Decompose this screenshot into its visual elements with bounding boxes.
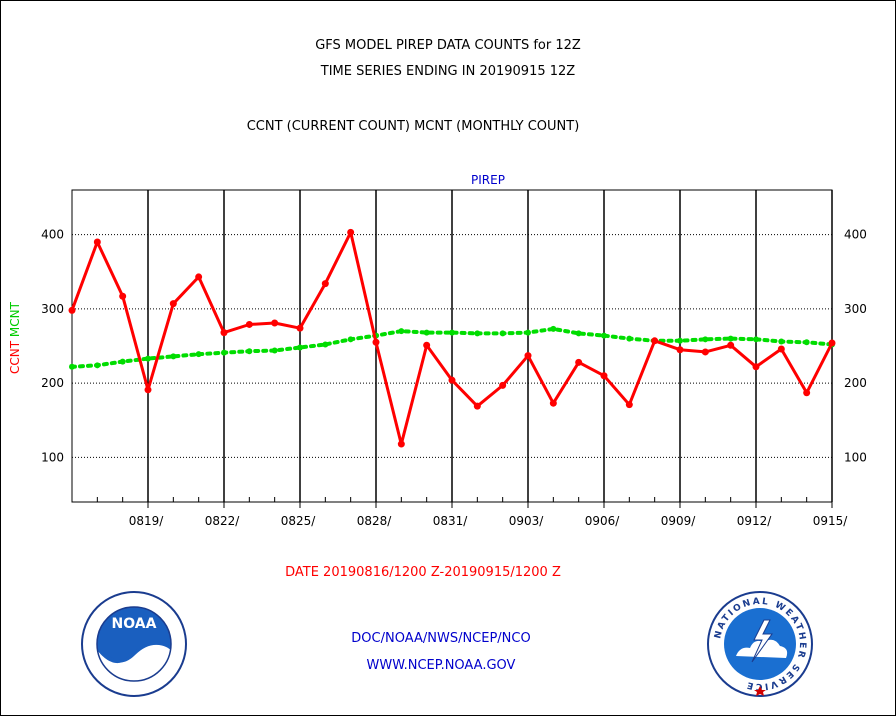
y-tick-label-right: 100: [844, 450, 867, 464]
data-point-mcnt: [423, 329, 430, 336]
data-point-mcnt: [550, 325, 557, 332]
y-axis-label: CCNT MCNT: [8, 301, 22, 374]
data-point-mcnt: [626, 335, 633, 342]
data-point-ccnt: [169, 300, 177, 308]
data-point-mcnt: [347, 336, 354, 343]
data-point-ccnt: [423, 341, 431, 349]
y-axis-label-mcnt: MCNT: [8, 301, 22, 341]
data-point-ccnt: [625, 401, 633, 409]
noaa-logo-text: NOAA: [112, 616, 157, 632]
data-point-mcnt: [195, 351, 202, 358]
data-point-ccnt: [473, 402, 481, 410]
y-tick-label-left: 400: [41, 228, 64, 242]
data-point-ccnt: [245, 320, 253, 328]
data-point-ccnt: [701, 348, 709, 356]
data-point-ccnt: [68, 306, 76, 314]
data-point-ccnt: [397, 440, 405, 448]
agency-label: DOC/NOAA/NWS/NCEP/NCO: [351, 631, 531, 646]
data-point-ccnt: [777, 345, 785, 353]
data-point-mcnt: [246, 348, 253, 355]
chart-title-line2: TIME SERIES ENDING IN 20190915 12Z: [320, 64, 576, 79]
data-point-ccnt: [93, 238, 101, 246]
data-point-mcnt: [499, 330, 506, 337]
data-point-mcnt: [525, 329, 531, 336]
x-tick-label: 0819/: [129, 514, 165, 528]
data-point-mcnt: [449, 329, 455, 336]
data-point-mcnt: [145, 355, 151, 362]
x-tick-label: 0909/: [661, 514, 697, 528]
y-tick-label-right: 300: [844, 302, 867, 316]
data-point-ccnt: [828, 339, 836, 347]
data-point-mcnt: [322, 341, 329, 348]
data-point-ccnt: [575, 358, 583, 366]
data-point-mcnt: [575, 330, 582, 337]
plot-title: PIREP: [471, 173, 505, 187]
y-tick-label-right: 400: [844, 228, 867, 242]
data-point-mcnt: [727, 335, 734, 342]
data-point-ccnt: [220, 329, 228, 337]
data-point-ccnt: [499, 381, 507, 389]
x-tick-label: 0825/: [281, 514, 317, 528]
data-point-mcnt: [474, 330, 481, 337]
data-point-ccnt: [119, 292, 127, 300]
data-point-mcnt: [119, 358, 126, 365]
y-axis-label-ccnt: CCNT: [8, 340, 22, 374]
x-tick-label: 0906/: [585, 514, 621, 528]
x-tick-label: 0831/: [433, 514, 469, 528]
data-point-mcnt: [94, 362, 101, 369]
data-point-ccnt: [296, 324, 304, 332]
data-point-ccnt: [549, 399, 557, 407]
x-tick-label: 0828/: [357, 514, 393, 528]
data-point-ccnt: [803, 389, 811, 397]
data-point-ccnt: [600, 372, 608, 380]
data-point-ccnt: [727, 341, 735, 349]
x-tick-label: 0915/: [813, 514, 849, 528]
data-point-mcnt: [170, 353, 177, 360]
x-tick-label: 0822/: [205, 514, 241, 528]
data-point-ccnt: [321, 280, 329, 288]
x-tick-label: 0912/: [737, 514, 773, 528]
data-point-ccnt: [271, 319, 279, 327]
x-tick-label: 0903/: [509, 514, 545, 528]
data-point-ccnt: [347, 228, 355, 236]
data-point-mcnt: [778, 338, 785, 345]
data-point-ccnt: [195, 273, 203, 281]
y-tick-label-left: 100: [41, 450, 64, 464]
data-point-mcnt: [271, 347, 278, 354]
data-point-mcnt: [297, 344, 303, 351]
date-range-label: DATE 20190816/1200 Z-20190915/1200 Z: [285, 565, 561, 580]
noaa-logo: NOAA: [81, 591, 187, 697]
data-point-mcnt: [803, 339, 810, 346]
data-point-ccnt: [676, 346, 684, 354]
data-point-ccnt: [448, 376, 456, 384]
nws-logo: NATIONAL WEATHER SERVICE: [707, 591, 813, 697]
data-point-mcnt: [677, 337, 683, 344]
data-point-mcnt: [398, 328, 405, 335]
y-tick-label-left: 200: [41, 376, 64, 390]
pirep-chart: 100 100 200 200 300 300 400 400 0819/0822/0825/0…: [8, 173, 867, 528]
chart-legend-description: CCNT (CURRENT COUNT) MCNT (MONTHLY COUNT…: [246, 119, 580, 134]
data-point-mcnt: [753, 336, 759, 343]
y-tick-label-right: 200: [844, 376, 867, 390]
data-point-mcnt: [601, 332, 607, 339]
data-point-ccnt: [752, 363, 760, 371]
data-point-ccnt: [144, 386, 152, 394]
data-point-mcnt: [69, 363, 75, 370]
website-label: WWW.NCEP.NOAA.GOV: [366, 658, 516, 673]
data-point-ccnt: [372, 338, 380, 346]
data-point-ccnt: [651, 337, 659, 345]
data-point-mcnt: [702, 336, 709, 343]
data-point-mcnt: [221, 349, 227, 356]
data-point-ccnt: [524, 352, 532, 360]
chart-title-line1: GFS MODEL PIREP DATA COUNTS for 12Z: [315, 38, 581, 53]
y-tick-label-left: 300: [41, 302, 64, 316]
